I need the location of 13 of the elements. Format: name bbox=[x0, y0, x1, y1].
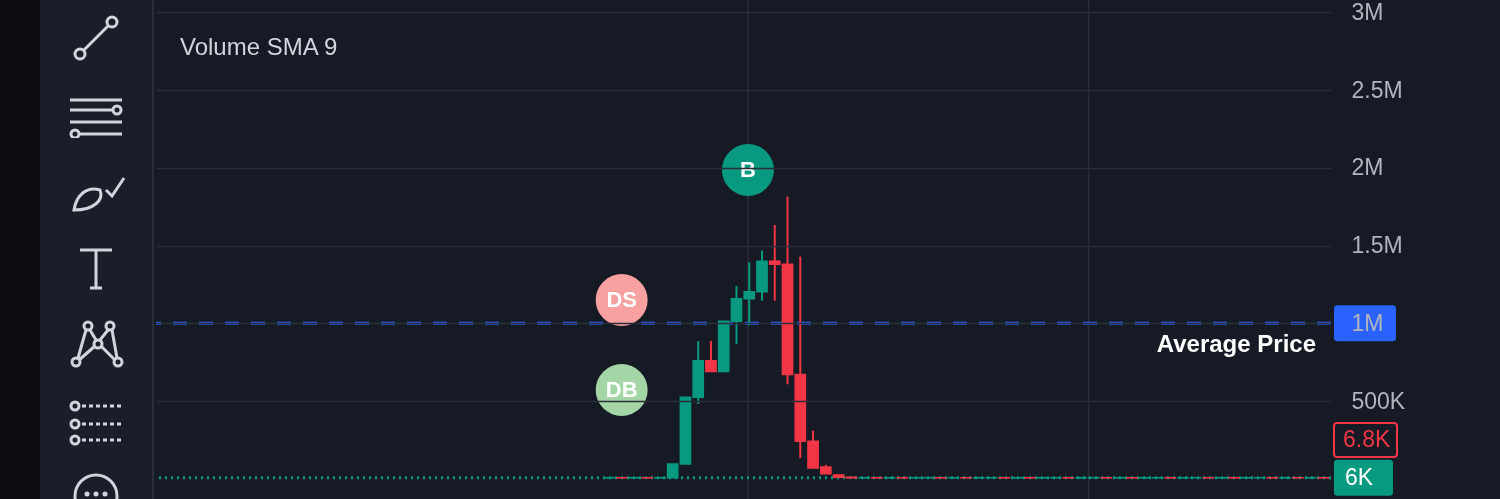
ref-line-label: Average Price bbox=[1156, 330, 1316, 358]
y-tick-label: 1.5M bbox=[1351, 232, 1403, 259]
annotation: DS bbox=[606, 287, 637, 312]
y-tick-label: 1M bbox=[1351, 309, 1384, 336]
y-tick-label: 500K bbox=[1351, 387, 1406, 414]
ref-line-label: 6K bbox=[1345, 463, 1374, 490]
text: 6.8K bbox=[1343, 426, 1391, 452]
y-tick-label: 2M bbox=[1351, 154, 1384, 181]
candlestick bbox=[705, 340, 717, 373]
text: Volume SMA 9 bbox=[180, 33, 338, 61]
y-tick-label: 3M bbox=[1351, 0, 1384, 25]
annotation: DB bbox=[605, 377, 638, 402]
y-tick-label: 2.5M bbox=[1351, 76, 1403, 103]
